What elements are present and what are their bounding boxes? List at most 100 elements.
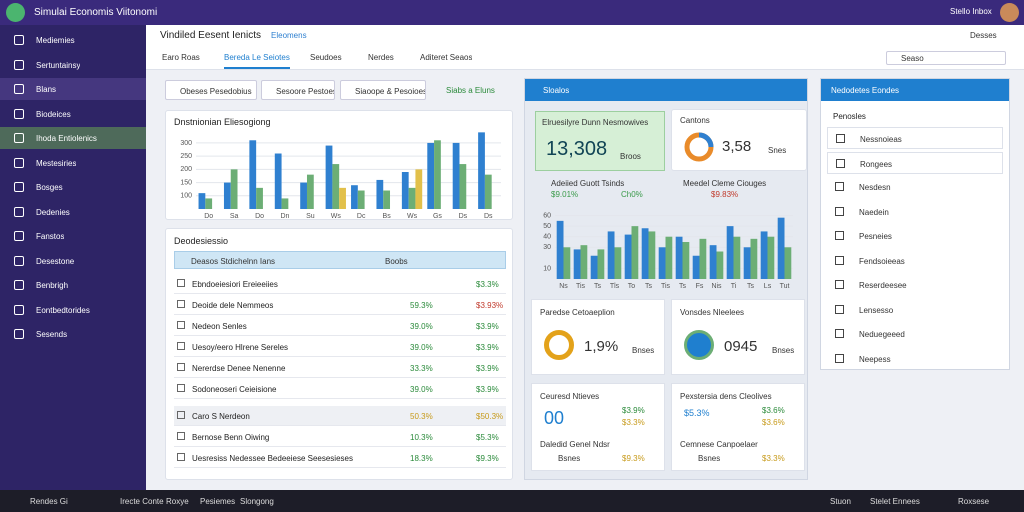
status-item[interactable]: Stelet Ennees — [870, 497, 920, 506]
status-item[interactable]: Rendes Gi — [30, 497, 68, 506]
list-item[interactable]: Reserdeesee — [827, 274, 1003, 296]
stat-label: Adeiied Guott Tsinds — [551, 179, 625, 188]
nav-item[interactable]: Mestesiries — [0, 152, 146, 174]
metric-card: Vonsdes Nleelees 0945 Bnses — [671, 299, 805, 375]
bar — [459, 164, 467, 209]
nav-item[interactable]: Eontbedtorides — [0, 299, 146, 321]
card-icon — [684, 330, 714, 360]
item-icon — [835, 353, 844, 363]
list-item[interactable]: Nessnoieas — [827, 127, 1003, 149]
list-item[interactable]: Neepess — [827, 348, 1003, 370]
nav-item[interactable]: Sertuntainsy — [0, 54, 146, 76]
item-icon — [835, 206, 844, 216]
bar — [699, 238, 707, 279]
status-item[interactable]: Roxsese — [958, 497, 990, 506]
bar — [249, 140, 257, 209]
status-item[interactable]: Stuon — [830, 497, 851, 506]
item-icon — [836, 134, 845, 143]
tab[interactable]: Nerdes — [368, 53, 394, 62]
nav-item[interactable]: Ihoda Entiolenics — [0, 127, 146, 149]
row-name: Deoide dele Nemmeos — [192, 301, 274, 310]
item-label: Naedein — [859, 207, 889, 217]
x-tick-label: To — [628, 283, 636, 290]
right-title: Nedodetes Eondes — [831, 86, 900, 95]
toolbar-button[interactable]: Siabs a Eluns — [446, 86, 495, 95]
card-stat: $3.6% — [762, 418, 785, 427]
bar — [357, 190, 365, 209]
nav-item[interactable]: Blans — [0, 78, 146, 100]
row-name: Sodoneoseri Ceieisione — [192, 385, 277, 394]
row-checkbox — [177, 321, 185, 329]
list-card: Pexstersia dens Cleolives $5.3% $3.6% $3.6%… — [671, 383, 805, 471]
status-item[interactable]: Roxye — [166, 497, 189, 506]
row-checkbox — [177, 342, 185, 350]
tab[interactable]: Aditeret Seaos — [420, 53, 473, 62]
toolbar-button[interactable]: Sesoore Pestoes — [261, 80, 335, 100]
tab[interactable]: Bereda Le Seiotes — [224, 53, 290, 69]
nav-item[interactable]: Biodeices — [0, 103, 146, 125]
bar — [648, 231, 656, 279]
row-name: Uesresiss Nedessee Bedeeiese Seesesieses — [192, 454, 353, 463]
user-name[interactable]: Stello Inbox — [950, 7, 992, 16]
nav-item[interactable]: Mediemies — [0, 29, 146, 51]
tab[interactable]: Earo Roas — [162, 53, 200, 62]
search[interactable]: Seaso — [886, 51, 1006, 65]
chart-title: Dnstnionian Eliesogiong — [174, 117, 271, 127]
list-item[interactable]: Naedein — [827, 201, 1003, 223]
status-item[interactable]: Pesiemes — [200, 497, 236, 506]
row-name: Nedeon Senles — [192, 322, 247, 331]
status-item[interactable]: Irecte Conte — [120, 497, 164, 506]
nav-item[interactable]: Fanstos — [0, 225, 146, 247]
x-tick-label: Tis — [576, 283, 586, 290]
header-user[interactable]: Desses — [970, 31, 997, 40]
toolbar-button[interactable]: Obeses Pesedobius — [165, 80, 257, 100]
row-checkbox — [177, 432, 185, 440]
x-tick-label: Tut — [780, 283, 790, 290]
x-tick-label: Ts — [594, 283, 602, 290]
bottombar: Rendes Gi Irecte Conte Roxye Pesiemes Slongo… — [0, 490, 1024, 512]
bar — [760, 231, 768, 279]
tab[interactable]: Seudoes — [310, 53, 342, 62]
row-value: $3.9% — [476, 322, 499, 331]
x-tick-label: Fs — [696, 283, 704, 290]
bar — [682, 242, 690, 279]
nav-item[interactable]: Bosges — [0, 176, 146, 198]
list-item[interactable]: Pesneies — [827, 225, 1003, 247]
row-value: $3.9% — [476, 364, 499, 373]
row-name: Nererdse Denee Nenenne — [192, 364, 286, 373]
list-item[interactable]: Neduegeeed — [827, 323, 1003, 345]
bar — [631, 226, 639, 279]
table-row: Uesresiss Nedessee Bedeeiese Seesesieses… — [174, 448, 506, 468]
x-tick-label: Ts — [645, 283, 653, 290]
bar — [256, 187, 263, 209]
x-tick-label: Ds — [484, 213, 493, 220]
logo — [6, 3, 25, 22]
list-item[interactable]: Nesdesn — [827, 176, 1003, 198]
toolbar-button[interactable]: Siaoope & Pesoioes — [340, 80, 426, 100]
nav-item[interactable]: Desestone — [0, 250, 146, 272]
nav-item[interactable]: Sesends — [0, 323, 146, 345]
card-tag: Bnses — [772, 346, 795, 355]
row-value: 10.3% — [410, 433, 433, 442]
avatar[interactable] — [1000, 3, 1019, 22]
list-item[interactable]: Lensesso — [827, 299, 1003, 321]
metric-card: Paredse Cetoaeplion 1,9% Bnses — [531, 299, 665, 375]
table-row: Uesoy/eero Hlrene Sereles 39.0% $3.9% — [174, 337, 506, 357]
page-title: Vindiled Eesent Ienicts — [160, 30, 261, 41]
nav-item[interactable]: Benbrigh — [0, 274, 146, 296]
right-header: Nedodetes Eondes — [821, 79, 1009, 101]
item-icon — [835, 304, 844, 314]
nav-item[interactable]: Dedenies — [0, 201, 146, 223]
bar — [198, 193, 206, 209]
status-item[interactable]: Slongong — [240, 497, 274, 506]
y-tick-label: 60 — [543, 212, 551, 219]
bar — [675, 236, 683, 279]
bar — [750, 238, 758, 279]
bar — [427, 142, 435, 209]
y-tick-label: 10 — [543, 265, 551, 272]
list-item[interactable]: Fendsoieeas — [827, 250, 1003, 272]
list-item[interactable]: Rongees — [827, 151, 1003, 174]
nav-label: Ihoda Entiolenics — [36, 134, 97, 143]
y-tick-label: 40 — [543, 234, 551, 241]
nav-label: Mediemies — [36, 36, 75, 45]
